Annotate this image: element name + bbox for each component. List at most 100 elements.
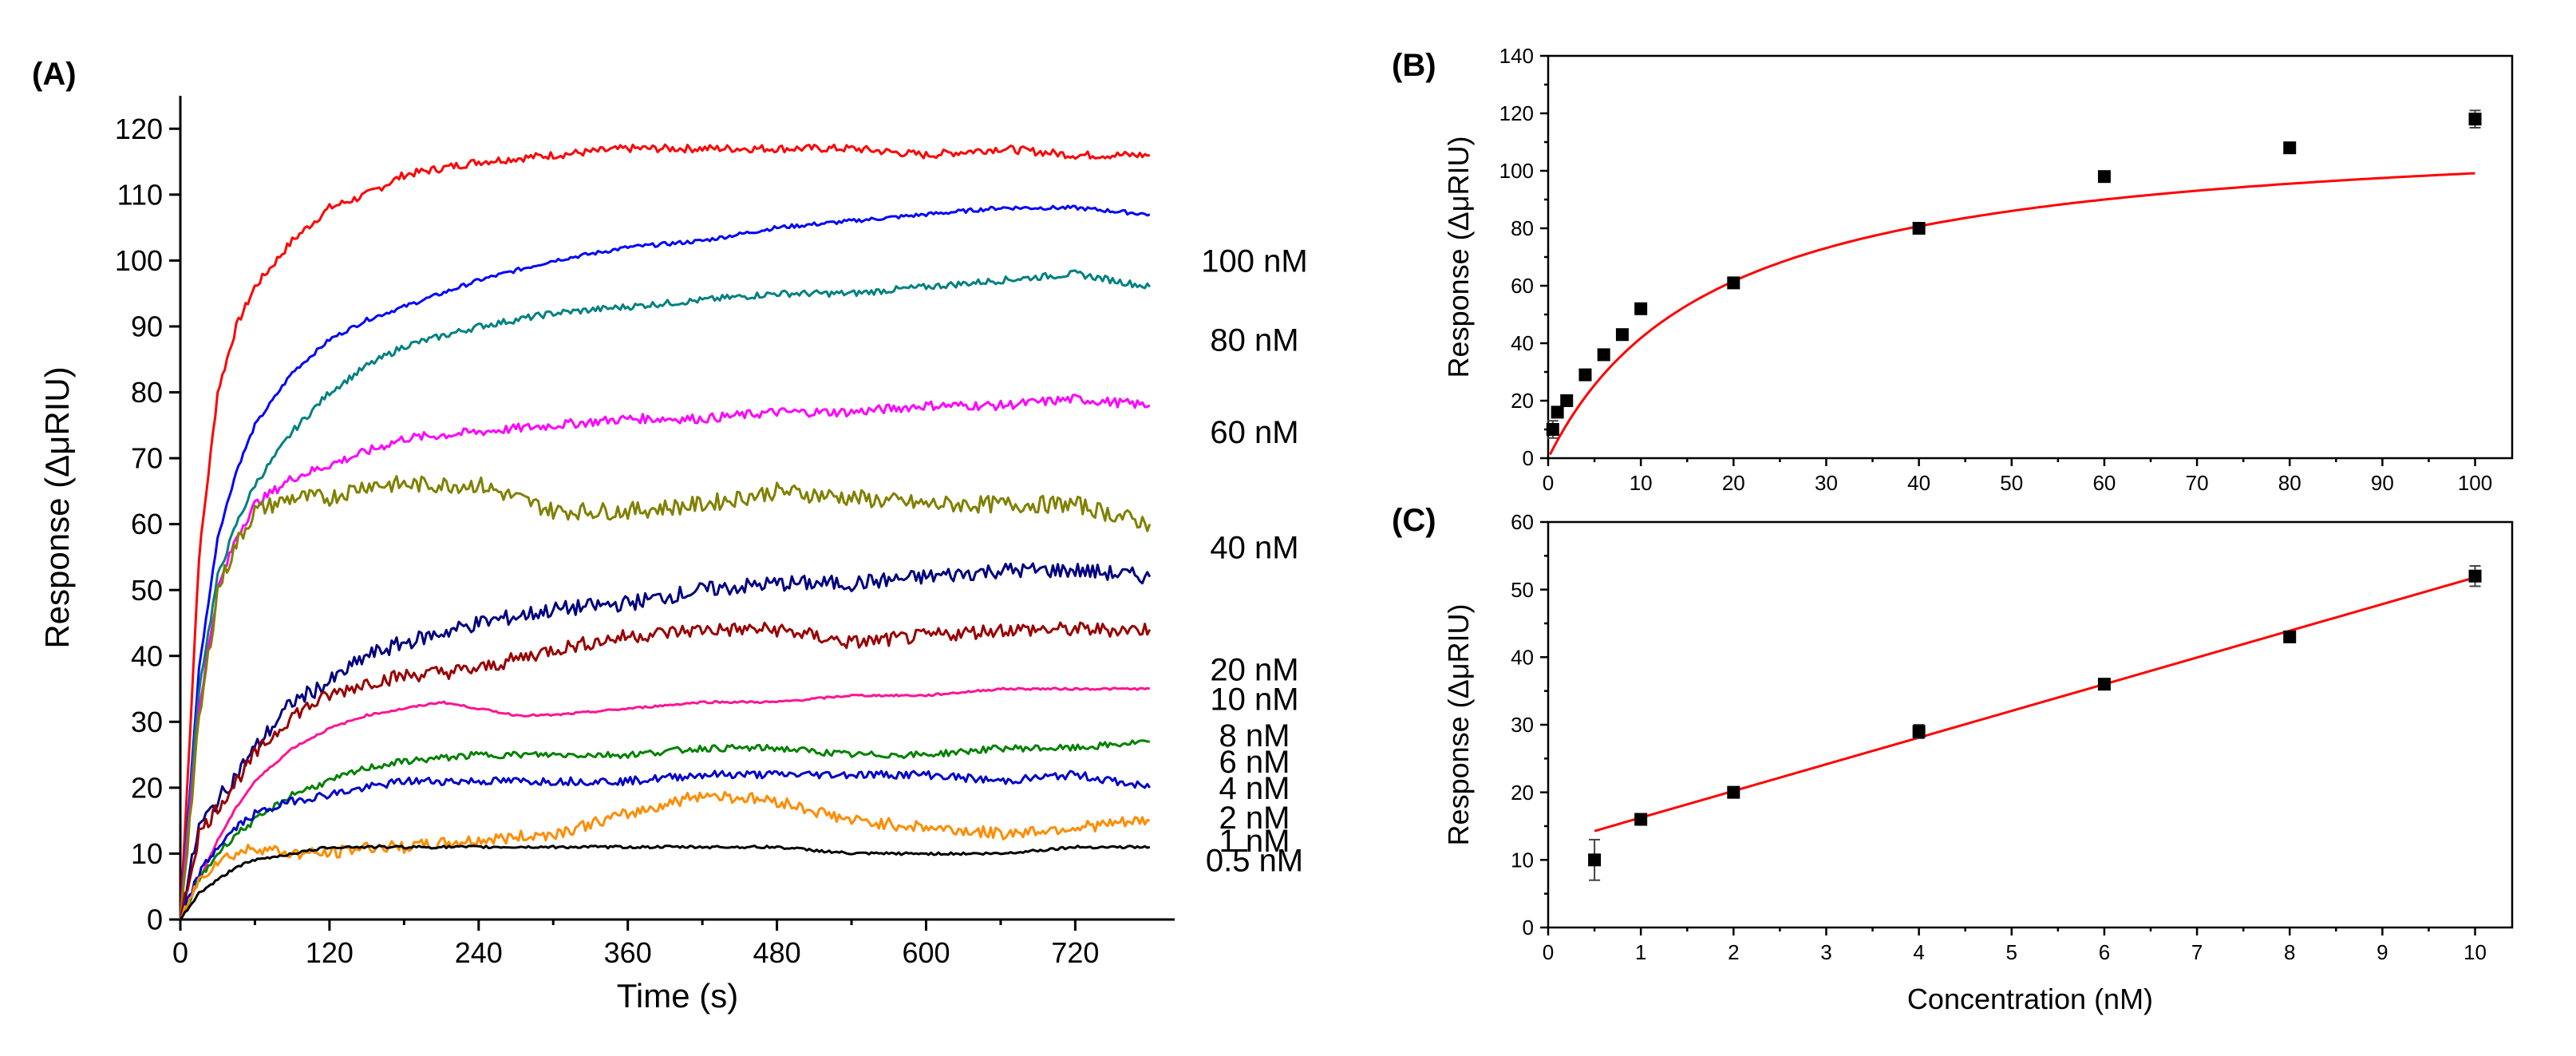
- y-tick-label: 100: [115, 244, 163, 277]
- y-tick-label: 50: [1511, 578, 1534, 602]
- x-tick-label: 10: [1630, 471, 1653, 495]
- y-tick-label: 0: [1523, 916, 1534, 939]
- trace-label: 20 nM: [1210, 652, 1298, 687]
- data-point: [1597, 348, 1610, 362]
- trace-line: [179, 686, 1151, 920]
- x-tick-label: 0: [1543, 471, 1554, 495]
- plot-frame: [1547, 54, 2514, 460]
- y-tick-label: 10: [1511, 848, 1534, 872]
- y-tick-label: 80: [1511, 216, 1534, 240]
- y-tick-label: 20: [1511, 781, 1534, 805]
- data-point: [1727, 276, 1740, 290]
- data-point: [2283, 630, 2297, 643]
- x-tick-label: 3: [1820, 940, 1831, 964]
- y-axis-label: Response (ΔμRIU): [1442, 604, 1475, 846]
- y-tick-label: 0: [1523, 446, 1534, 470]
- data-point: [2097, 170, 2111, 184]
- data-point: [2283, 141, 2297, 155]
- trace-line: [179, 739, 1150, 920]
- data-point: [1634, 302, 1648, 315]
- trace-line: [179, 790, 1151, 920]
- trace-line: [179, 562, 1152, 920]
- x-axis-label: Concentration (nM): [1907, 983, 2153, 1015]
- x-tick-label: 600: [902, 936, 950, 969]
- data-point: [1912, 725, 1926, 738]
- x-tick-label: 720: [1051, 936, 1099, 969]
- y-tick-label: 120: [115, 113, 163, 145]
- x-tick-label: 480: [753, 936, 801, 969]
- data-point: [2468, 113, 2482, 126]
- y-tick-label: 120: [1499, 101, 1534, 125]
- x-tick-label: 90: [2371, 471, 2394, 495]
- x-tick-label: 1: [1635, 940, 1646, 964]
- x-tick-label: 0: [172, 936, 188, 969]
- y-tick-label: 140: [1499, 44, 1534, 68]
- trace-label: 60 nM: [1210, 415, 1298, 450]
- trace-label: 8 nM: [1219, 718, 1290, 753]
- x-tick-label: 6: [2099, 940, 2110, 964]
- y-tick-label: 10: [131, 837, 163, 870]
- panel-a-letter: (A): [32, 57, 77, 92]
- trace-label: 1 nM: [1219, 824, 1290, 859]
- data-point: [2097, 678, 2111, 691]
- data-point: [1551, 405, 1564, 419]
- x-tick-label: 40: [1907, 471, 1930, 495]
- trace-line: [179, 621, 1152, 920]
- x-tick-label: 8: [2284, 940, 2295, 964]
- y-tick-label: 60: [131, 508, 163, 540]
- x-tick-label: 10: [2463, 940, 2487, 964]
- x-tick-label: 30: [1815, 471, 1838, 495]
- trace-label: 4 nM: [1219, 771, 1290, 806]
- y-tick-label: 50: [131, 574, 163, 607]
- trace-label: 80 nM: [1210, 322, 1298, 358]
- trace-label: 100 nM: [1201, 243, 1307, 279]
- y-tick-label: 20: [131, 771, 163, 804]
- trace-line: [179, 143, 1151, 920]
- y-axis-label: Response (ΔμRIU): [38, 366, 76, 648]
- y-tick-label: 100: [1499, 159, 1534, 183]
- y-tick-label: 20: [1511, 389, 1534, 413]
- data-point: [1578, 368, 1592, 382]
- x-tick-label: 7: [2191, 940, 2203, 964]
- x-tick-label: 0: [1543, 940, 1554, 964]
- y-tick-label: 0: [147, 904, 163, 936]
- x-tick-label: 60: [2092, 471, 2116, 495]
- trace-line: [179, 844, 1151, 920]
- panel-c: (C) 0 1 2 3 4 5 6 7 8 9 10 0 10 20 30 40 50 60 Concentrati…: [1392, 503, 2514, 1015]
- panel-b-letter: (B): [1392, 48, 1436, 83]
- y-tick-label: 40: [1511, 645, 1534, 669]
- trace-label: 40 nM: [1210, 531, 1298, 566]
- panel-a: (A) 0 120 240 360 480 600 720 0 10 20 30 40 50 60 70 80…: [32, 57, 1308, 1014]
- y-tick-label: 110: [117, 178, 163, 211]
- y-tick-label: 90: [131, 310, 163, 343]
- data-point: [1560, 394, 1574, 407]
- trace-line: [179, 394, 1151, 920]
- trace-label: 10 nM: [1210, 682, 1298, 717]
- x-tick-label: 360: [604, 936, 652, 969]
- data-point: [1588, 853, 1602, 867]
- y-tick-label: 30: [131, 706, 163, 738]
- x-tick-label: 9: [2376, 940, 2388, 964]
- x-tick-label: 20: [1722, 471, 1745, 495]
- y-tick-label: 40: [1511, 331, 1534, 355]
- panel-c-letter: (C): [1392, 503, 1436, 538]
- trace-line: [179, 204, 1151, 920]
- x-tick-label: 80: [2278, 471, 2301, 495]
- x-tick-label: 70: [2186, 471, 2209, 495]
- y-tick-label: 60: [1511, 274, 1534, 298]
- fit-curve: [1548, 172, 2475, 456]
- plot-frame: [1547, 520, 2514, 929]
- y-tick-label: 60: [1511, 510, 1534, 534]
- trace-label: 2 nM: [1219, 801, 1290, 836]
- fit-curve: [1594, 575, 2475, 833]
- trace-line: [179, 769, 1152, 920]
- data-point: [1634, 813, 1648, 826]
- x-tick-label: 240: [455, 936, 503, 969]
- y-tick-label: 40: [131, 639, 163, 672]
- y-axis-label: Response (ΔμRIU): [1442, 136, 1475, 378]
- trace-line: [179, 475, 1152, 920]
- data-point: [1727, 785, 1740, 799]
- x-axis-label: Time (s): [617, 977, 738, 1014]
- trace-label: 0.5 nM: [1206, 844, 1303, 879]
